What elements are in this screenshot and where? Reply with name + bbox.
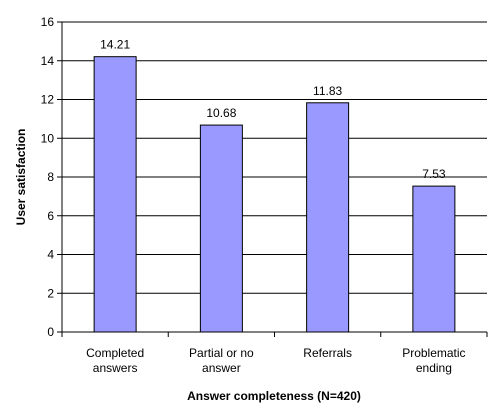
bar	[412, 185, 456, 333]
x-category-label: Completed	[86, 346, 144, 360]
bars	[93, 56, 456, 333]
y-tick-labels: 0 2 4 6 8 10 12 14 16	[41, 15, 55, 339]
x-category-label: Partial or no	[189, 346, 254, 360]
y-tick-label: 14	[41, 54, 55, 68]
bar-value-label: 10.68	[206, 106, 236, 120]
y-tick-label: 10	[41, 131, 55, 145]
y-axis-title: User satisfaction	[14, 129, 28, 226]
y-tick-label: 16	[41, 15, 55, 29]
x-category-label: answer	[202, 361, 241, 375]
bar-value-label: 11.83	[313, 84, 342, 98]
bar	[306, 102, 350, 333]
x-category-label: Problematic	[402, 346, 465, 360]
y-tick-label: 12	[41, 93, 55, 107]
x-category-label: Referrals	[303, 346, 352, 360]
y-tick-label: 6	[47, 209, 54, 223]
y-tick-label: 2	[47, 286, 54, 300]
x-category-label: answers	[93, 361, 138, 375]
axes	[57, 21, 488, 337]
bar-value-label: 7.53	[422, 167, 446, 181]
bar-value-label: 14.21	[100, 38, 130, 52]
y-tick-label: 4	[47, 248, 54, 262]
data-labels: 14.21 10.68 11.83 7.53	[100, 38, 446, 181]
bar	[199, 124, 243, 333]
y-tick-label: 0	[47, 325, 54, 339]
bar	[93, 56, 137, 333]
x-axis-title: Answer completeness (N=420)	[187, 389, 361, 403]
y-tick-label: 8	[47, 170, 54, 184]
x-category-label: ending	[416, 361, 452, 375]
